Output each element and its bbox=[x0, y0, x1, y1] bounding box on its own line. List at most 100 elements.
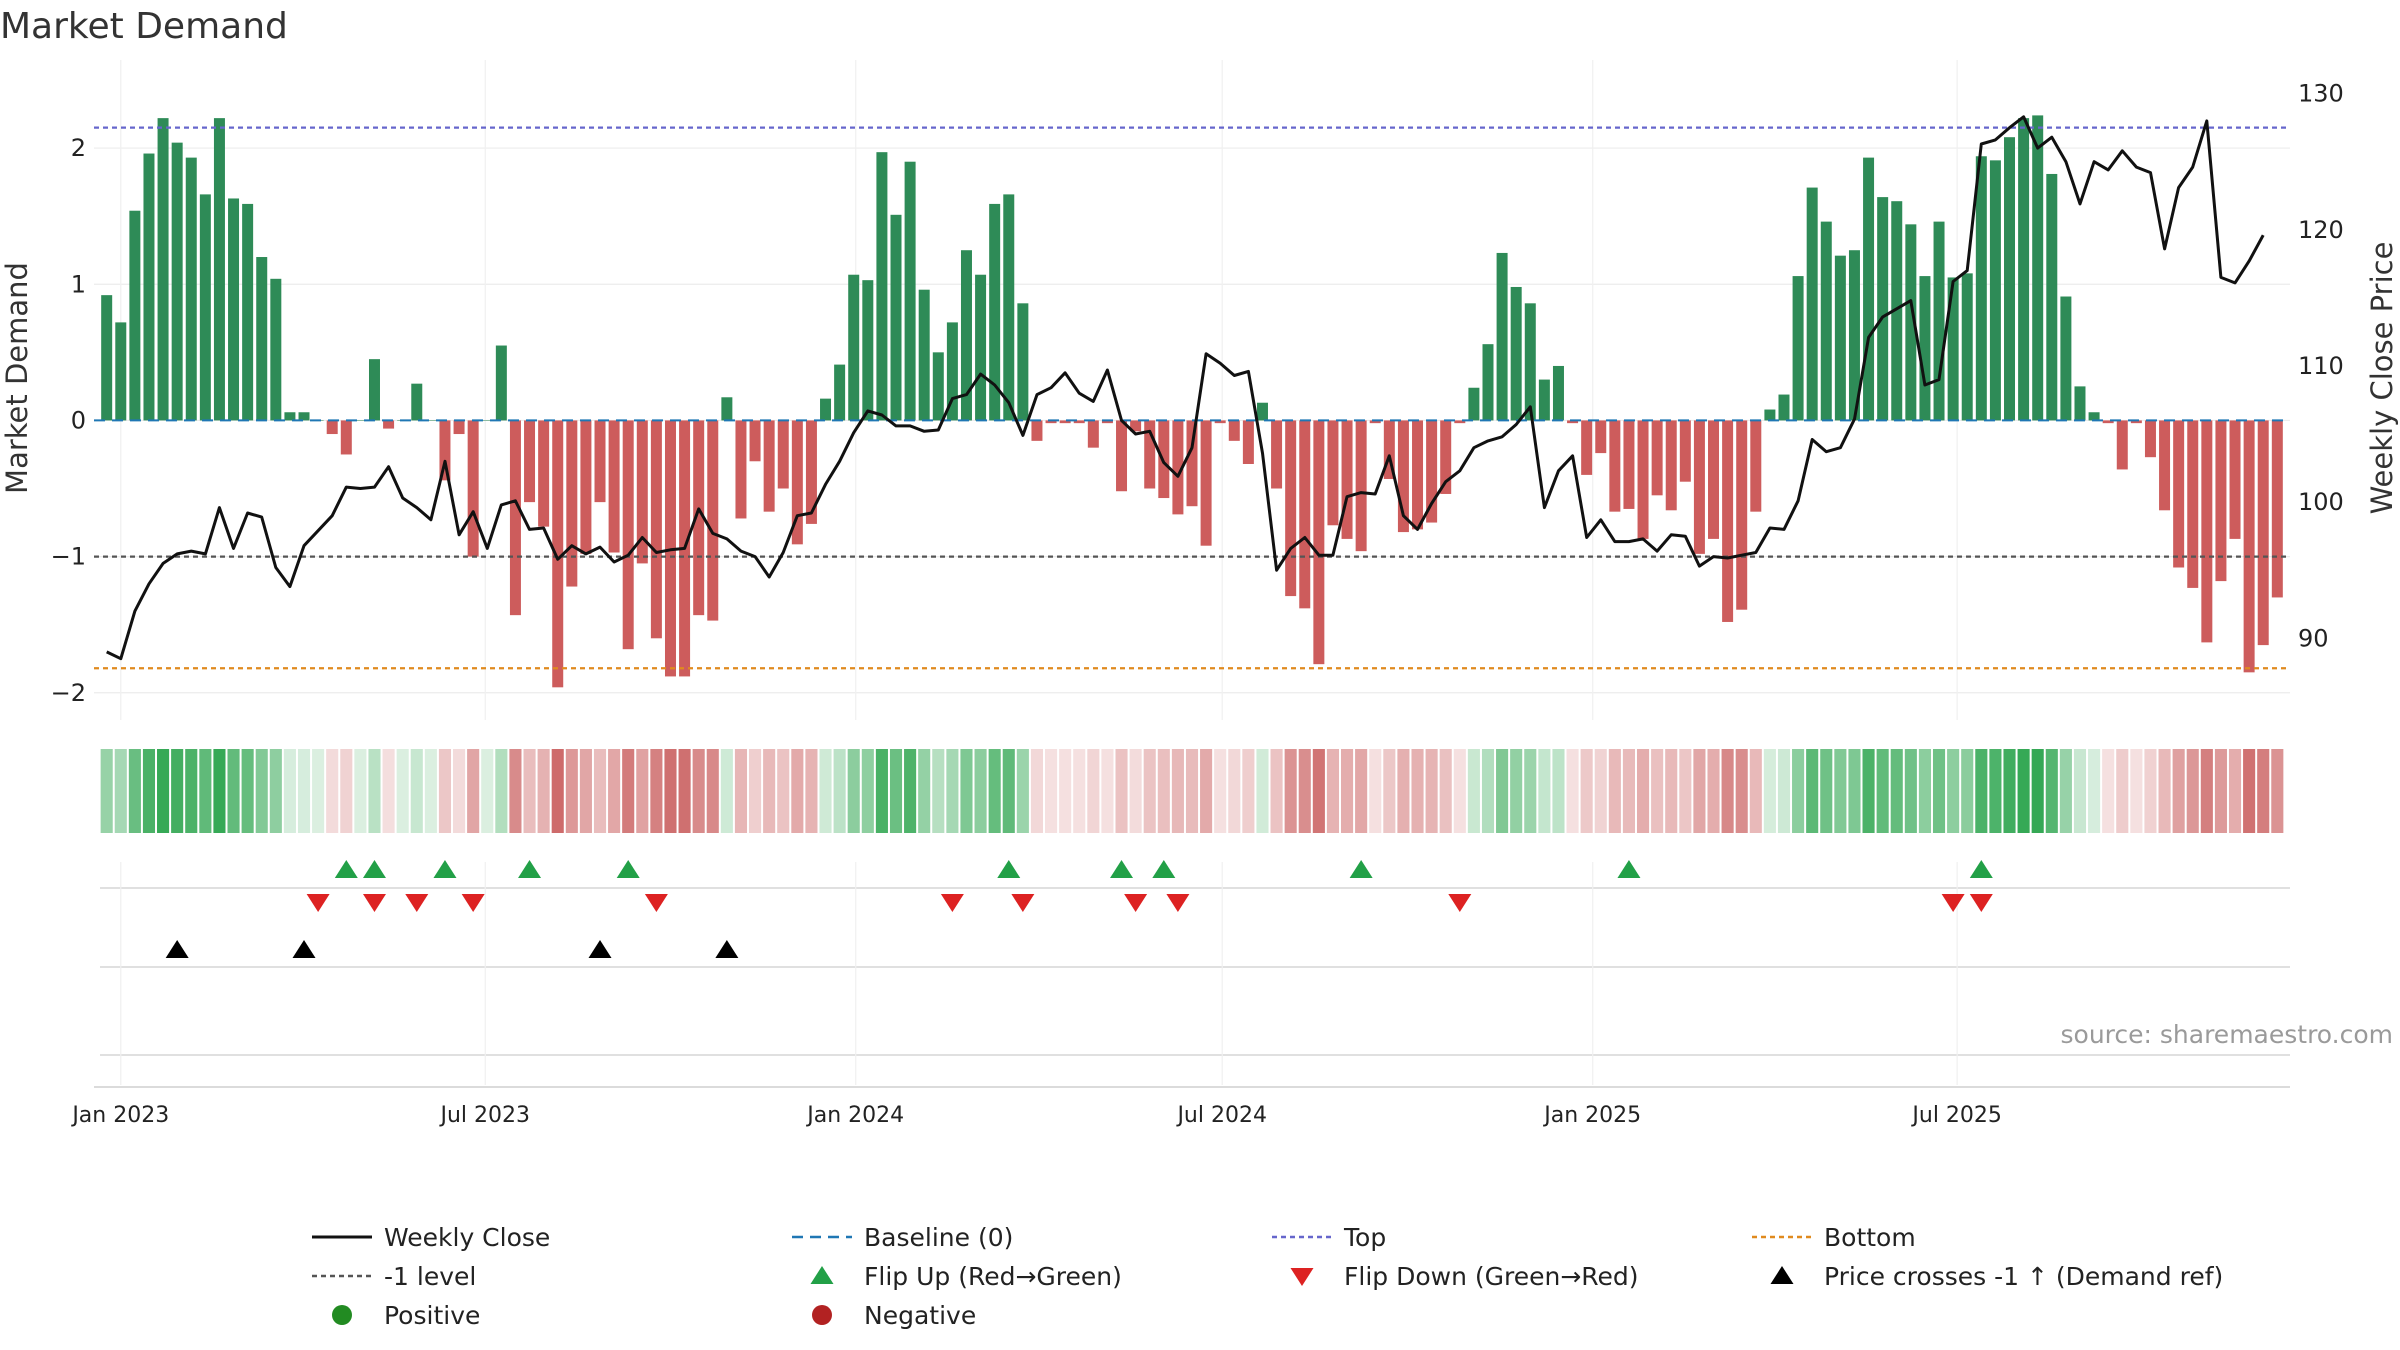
demand-strip-cell bbox=[2144, 749, 2157, 833]
demand-strip-cell bbox=[1369, 749, 1382, 833]
demand-bar bbox=[2004, 137, 2016, 421]
demand-bar bbox=[143, 153, 155, 421]
demand-bar bbox=[481, 420, 493, 421]
demand-strip-cell bbox=[1890, 749, 1903, 833]
demand-bar bbox=[2060, 296, 2072, 421]
demand-strip-cell bbox=[1580, 749, 1593, 833]
demand-strip-cell bbox=[255, 749, 268, 833]
demand-strip-cell bbox=[579, 749, 592, 833]
demand-strip-cell bbox=[1397, 749, 1410, 833]
demand-bar bbox=[157, 118, 169, 421]
demand-bar bbox=[1665, 420, 1677, 511]
legend-swatch bbox=[1290, 1268, 1314, 1286]
flip-down-marker bbox=[1448, 894, 1472, 912]
demand-strip-cell bbox=[1876, 749, 1889, 833]
demand-bar bbox=[1397, 420, 1409, 533]
demand-strip-cell bbox=[791, 749, 804, 833]
demand-strip-cell bbox=[650, 749, 663, 833]
demand-bar bbox=[1383, 420, 1395, 479]
flip-down-marker bbox=[405, 894, 429, 912]
demand-strip-cell bbox=[1749, 749, 1762, 833]
legend-item-bottom: Bottom bbox=[1752, 1223, 1916, 1252]
demand-bar bbox=[749, 420, 761, 462]
demand-strip-cell bbox=[692, 749, 705, 833]
demand-bar bbox=[2144, 420, 2156, 458]
demand-bar bbox=[1059, 420, 1071, 424]
demand-strip-cell bbox=[1806, 749, 1819, 833]
demand-bar bbox=[1750, 420, 1762, 512]
demand-strip-cell bbox=[2186, 749, 2199, 833]
demand-strip-cell bbox=[1834, 749, 1847, 833]
demand-strip-cell bbox=[100, 749, 113, 833]
demand-bar bbox=[622, 420, 634, 650]
demand-strip-cell bbox=[142, 749, 156, 833]
demand-bar bbox=[1144, 420, 1156, 489]
demand-bar bbox=[1567, 420, 1579, 424]
flip-down-marker bbox=[644, 894, 668, 912]
demand-bar bbox=[439, 420, 451, 481]
demand-strip-cell bbox=[1467, 749, 1480, 833]
demand-strip-cell bbox=[1918, 749, 1931, 833]
demand-strip-cell bbox=[622, 749, 635, 833]
flip-up-marker bbox=[518, 860, 542, 878]
demand-strip-cell bbox=[875, 749, 888, 833]
demand-bar bbox=[2229, 420, 2241, 539]
demand-strip-cell bbox=[1975, 749, 1988, 833]
legend-item-negative: Negative bbox=[812, 1301, 976, 1330]
demand-bar bbox=[326, 420, 338, 435]
demand-strip-cell bbox=[1538, 749, 1551, 833]
demand-bar bbox=[960, 250, 972, 421]
demand-bar bbox=[101, 295, 113, 421]
demand-strip-cell bbox=[706, 749, 719, 833]
price-cross-marker bbox=[292, 940, 316, 958]
demand-strip-cell bbox=[297, 749, 311, 833]
demand-strip-cell bbox=[1115, 749, 1128, 833]
demand-strip-cell bbox=[1312, 749, 1325, 833]
legend-swatch bbox=[332, 1305, 352, 1325]
demand-bar bbox=[650, 420, 662, 639]
demand-bar bbox=[509, 420, 521, 616]
demand-strip-cell bbox=[269, 749, 282, 833]
legend-item-flipdown: Flip Down (Green→Red) bbox=[1290, 1262, 1639, 1291]
demand-bar bbox=[2243, 420, 2255, 673]
legend-item-positive: Positive bbox=[332, 1301, 480, 1330]
demand-strip-cell bbox=[833, 749, 846, 833]
flip-up-marker bbox=[1969, 860, 1993, 878]
flip-up-marker bbox=[1152, 860, 1176, 878]
demand-bar bbox=[2215, 420, 2227, 582]
y2-axis-label: Weekly Close Price bbox=[2365, 242, 2399, 515]
demand-strip-cell bbox=[593, 749, 607, 833]
demand-bar bbox=[1651, 420, 1663, 496]
demand-strip-cell bbox=[678, 749, 691, 833]
demand-bar bbox=[2173, 420, 2185, 568]
demand-bar bbox=[425, 420, 437, 421]
demand-strip-cell bbox=[1411, 749, 1424, 833]
demand-bar bbox=[1877, 197, 1889, 421]
demand-bar bbox=[453, 420, 465, 435]
legend-item-close: Weekly Close bbox=[312, 1223, 550, 1252]
demand-strip-cell bbox=[1002, 749, 1015, 833]
demand-bar bbox=[1722, 420, 1734, 622]
legend-label: Flip Down (Green→Red) bbox=[1344, 1262, 1639, 1291]
legend-label: Top bbox=[1343, 1223, 1386, 1252]
x-tick-label: Jul 2023 bbox=[438, 1103, 530, 1128]
demand-strip-cell bbox=[1665, 749, 1678, 833]
demand-strip-cell bbox=[2228, 749, 2242, 833]
legend-swatch bbox=[810, 1266, 834, 1284]
demand-strip-cell bbox=[664, 749, 677, 833]
legend-label: Baseline (0) bbox=[864, 1223, 1013, 1252]
demand-bar bbox=[2271, 420, 2283, 598]
demand-bar bbox=[876, 152, 888, 421]
demand-strip-cell bbox=[734, 749, 748, 833]
demand-bar bbox=[1863, 157, 1875, 421]
legend-label: Weekly Close bbox=[384, 1223, 550, 1252]
demand-bar bbox=[1947, 277, 1959, 421]
flip-up-marker bbox=[1349, 860, 1373, 878]
demand-bar bbox=[1214, 420, 1226, 424]
demand-bar bbox=[1468, 387, 1480, 421]
demand-bar bbox=[566, 420, 578, 587]
demand-strip-cell bbox=[114, 749, 127, 833]
demand-bar bbox=[763, 420, 775, 512]
demand-bar bbox=[636, 420, 648, 564]
demand-bar bbox=[495, 345, 507, 421]
